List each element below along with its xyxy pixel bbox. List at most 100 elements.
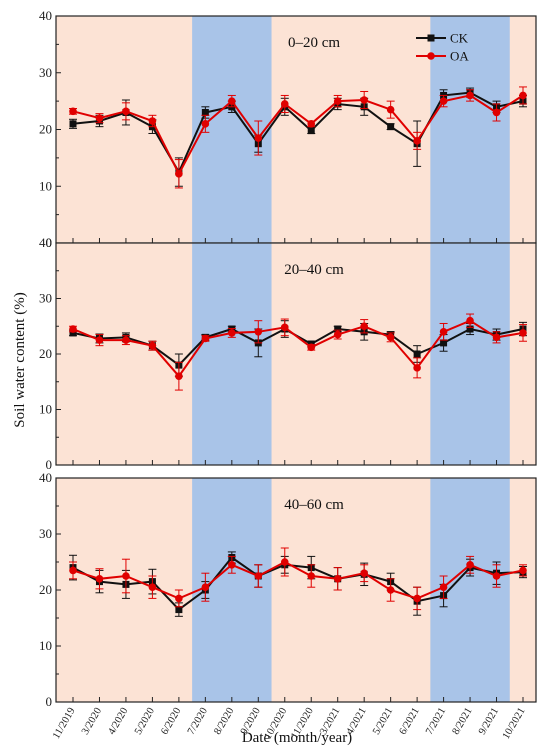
panel-2: 0 10 20 30 40 20–40 cm — [39, 235, 537, 472]
data-point — [122, 107, 130, 116]
data-point — [122, 336, 130, 344]
x-tick-label: 11/2019 — [51, 706, 78, 741]
data-point — [466, 316, 474, 325]
panel-frame — [55, 477, 537, 703]
data-point — [466, 561, 474, 569]
data-point — [201, 583, 210, 591]
y-tick-label: 10 — [39, 402, 52, 417]
data-point — [175, 372, 183, 381]
x-tick-label: 8/2021 — [451, 706, 475, 737]
data-point — [387, 123, 395, 131]
data-point — [492, 108, 501, 117]
x-tick-label: 8/2020 — [212, 706, 236, 737]
wet-season-band — [192, 16, 272, 243]
data-point — [201, 108, 209, 116]
panel-3: 0 10 20 30 40 40–60 cm — [39, 470, 537, 709]
wet-season-band — [192, 243, 272, 465]
panel-depth-label: 0–20 cm — [288, 35, 340, 51]
series-line — [72, 560, 524, 600]
legend-marker — [427, 34, 435, 42]
series-line — [72, 94, 524, 176]
data-point — [175, 606, 183, 614]
panel-depth-label: 40–60 cm — [284, 497, 344, 513]
data-point — [386, 105, 395, 114]
y-tick-label: 0 — [46, 235, 53, 250]
data-point — [122, 572, 130, 580]
y-tick-label: 30 — [39, 526, 52, 541]
data-point — [254, 134, 263, 142]
y-tick-label: 40 — [39, 235, 52, 250]
series-oa — [69, 313, 527, 391]
wet-season-band — [430, 243, 510, 465]
data-point — [69, 329, 77, 337]
y-tick-label: 20 — [39, 122, 52, 137]
data-point — [69, 325, 77, 333]
data-point — [360, 96, 368, 104]
data-point — [519, 329, 527, 337]
panel-depth-label: 20–40 cm — [284, 262, 344, 278]
data-point — [95, 575, 104, 583]
data-point — [333, 330, 342, 339]
data-point — [280, 100, 289, 108]
data-point — [280, 558, 289, 566]
x-tick-label: 7/2020 — [186, 706, 210, 737]
data-point — [201, 334, 210, 343]
data-point — [333, 97, 342, 105]
data-point — [440, 339, 448, 347]
data-point — [413, 137, 421, 145]
data-point — [148, 583, 157, 591]
x-tick-label: 10/2021 — [501, 706, 528, 741]
data-point — [95, 336, 104, 344]
x-tick-label: 7/2021 — [424, 706, 448, 737]
data-point — [519, 566, 527, 575]
y-tick-label: 10 — [39, 178, 52, 193]
data-point — [519, 91, 527, 100]
data-point — [386, 586, 395, 594]
data-point — [95, 114, 104, 122]
data-point — [307, 127, 315, 135]
data-point — [360, 569, 368, 577]
y-tick-label: 0 — [46, 694, 53, 709]
data-point — [333, 575, 342, 583]
data-point — [360, 322, 368, 331]
data-point — [69, 566, 77, 575]
x-tick-label: 4/2020 — [106, 706, 130, 737]
data-point — [148, 341, 157, 350]
x-axis-title: Date (month/year) — [242, 730, 352, 746]
data-point — [280, 323, 289, 332]
legend-marker — [427, 52, 435, 60]
data-point — [492, 333, 501, 342]
data-point — [228, 561, 236, 569]
data-point — [201, 120, 210, 128]
x-tick-label: 9/2021 — [477, 706, 501, 737]
data-point — [69, 120, 77, 128]
y-tick-label: 40 — [39, 8, 52, 23]
data-point — [439, 328, 448, 336]
y-tick-label: 40 — [39, 470, 52, 485]
data-point — [492, 572, 501, 580]
series-line — [72, 91, 524, 175]
y-tick-label: 10 — [39, 638, 52, 653]
series-oa — [69, 547, 527, 611]
legend: CK OA — [416, 31, 469, 64]
data-point — [307, 572, 316, 580]
data-point — [228, 329, 236, 337]
data-point — [254, 572, 263, 580]
data-point — [386, 333, 395, 342]
data-point — [466, 91, 474, 100]
x-tick-label: 5/2021 — [371, 706, 395, 737]
data-point — [307, 120, 316, 128]
x-tick-label: 6/2020 — [159, 706, 183, 737]
wet-season-band — [430, 16, 510, 243]
y-tick-label: 20 — [39, 582, 52, 597]
series-oa — [69, 86, 527, 189]
x-tick-label: 5/2020 — [133, 706, 157, 737]
y-tick-label: 30 — [39, 65, 52, 80]
panel-1: 0 10 20 30 40 0–20 cm CK OA — [39, 8, 537, 250]
data-point — [334, 325, 342, 333]
x-tick-label: 4/2021 — [345, 706, 369, 737]
legend-label: CK — [450, 31, 469, 46]
legend-label: OA — [450, 49, 469, 64]
y-axis-title: Soil water content (%) — [12, 292, 28, 427]
